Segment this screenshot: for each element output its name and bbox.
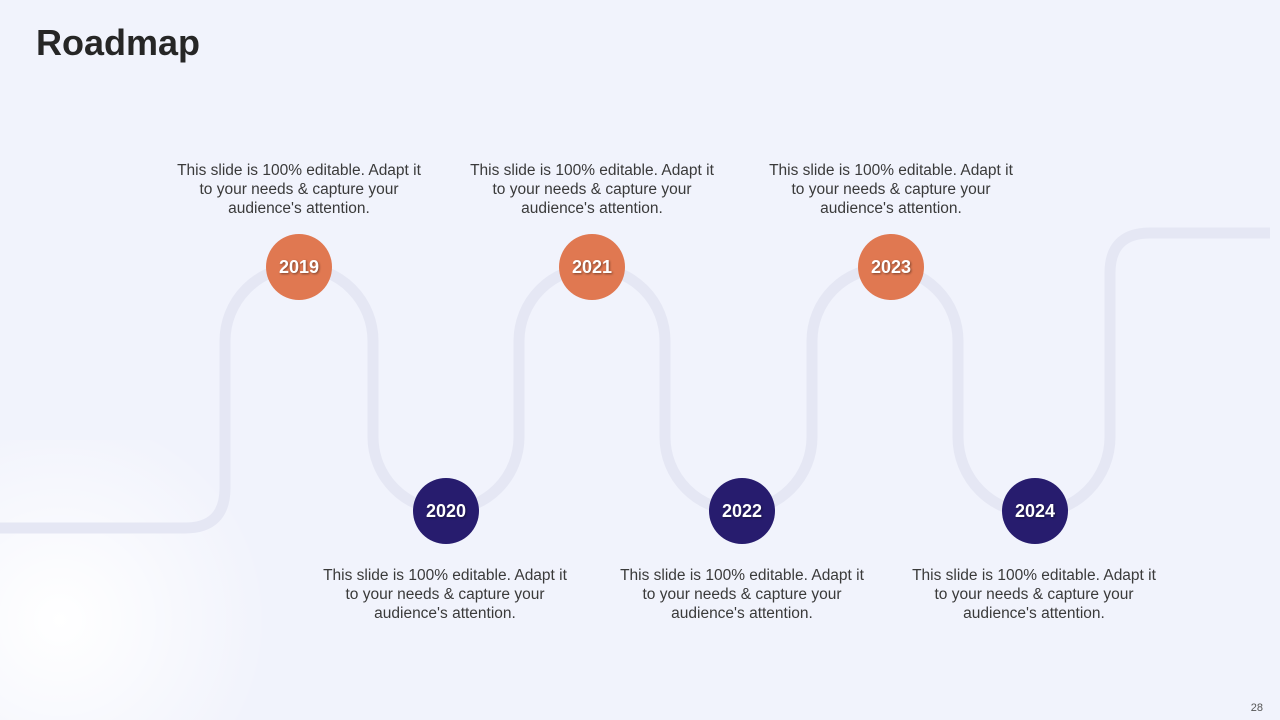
page-number: 28: [1250, 702, 1263, 714]
milestone-description: This slide is 100% editable. Adapt it to…: [470, 162, 714, 217]
milestone-year-badge: 2023: [858, 234, 924, 300]
milestone-description: This slide is 100% editable. Adapt it to…: [620, 567, 864, 622]
milestone-year-badge: 2024: [1002, 478, 1068, 544]
milestone-description: This slide is 100% editable. Adapt it to…: [912, 567, 1156, 622]
milestone-year-badge: 2022: [709, 478, 775, 544]
roadmap-path: [0, 227, 1270, 534]
milestone-description: This slide is 100% editable. Adapt it to…: [177, 162, 421, 217]
page-title: Roadmap: [36, 22, 201, 63]
milestone-year-badge: 2019: [266, 234, 332, 300]
milestone-description: This slide is 100% editable. Adapt it to…: [769, 162, 1013, 217]
background-glow: [0, 440, 300, 720]
milestone-year-badge: 2021: [559, 234, 625, 300]
milestone-year-badge: 2020: [413, 478, 479, 544]
milestone-description: This slide is 100% editable. Adapt it to…: [323, 567, 567, 622]
